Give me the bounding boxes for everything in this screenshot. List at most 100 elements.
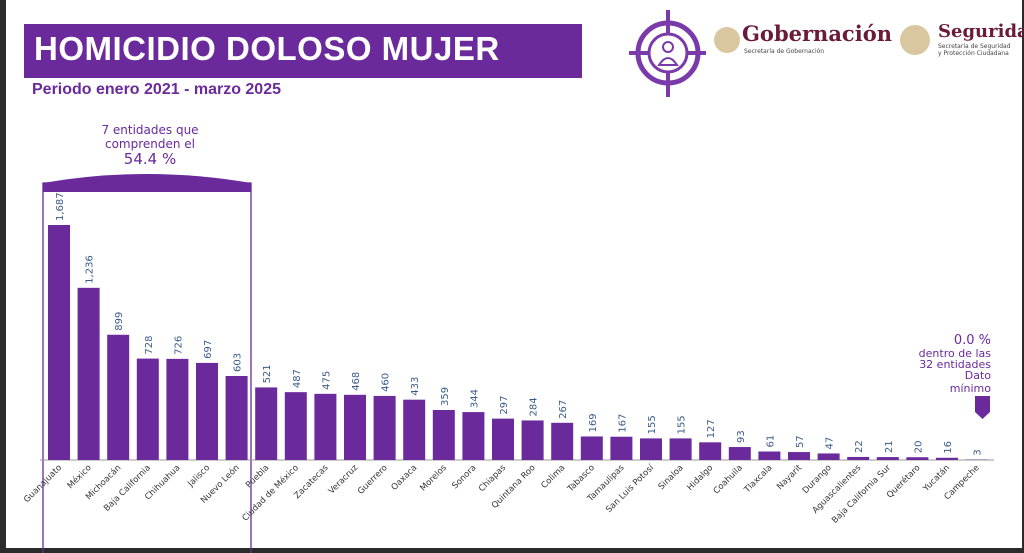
bar	[373, 395, 396, 460]
value-label: 460	[381, 373, 392, 392]
bar	[432, 409, 455, 460]
value-label: 433	[410, 377, 421, 396]
value-label: 16	[943, 441, 954, 454]
min-note-pct: 0.0 %	[953, 333, 991, 348]
bar	[314, 393, 337, 460]
bar	[758, 451, 781, 460]
min-note-line2: 32 entidades	[919, 358, 991, 371]
value-label: 61	[765, 435, 776, 448]
bar	[196, 362, 218, 460]
min-note: 0.0 % dentro de las 32 entidades Dato mí…	[896, 333, 991, 395]
category-label: Sonora	[450, 463, 478, 491]
period-subtitle: Periodo enero 2021 - marzo 2025	[32, 81, 281, 98]
bar	[403, 399, 426, 460]
value-label: 468	[351, 372, 362, 391]
category-label: Veracruz	[327, 463, 361, 497]
group-bracket-box	[42, 182, 252, 553]
seguridad-subtitle-1: Secretaría de Seguridad	[938, 43, 1011, 50]
bar	[551, 422, 574, 460]
page-title: HOMICIDIO DOLOSO MUJER	[24, 24, 582, 78]
category-label: Morelos	[418, 463, 449, 494]
category-label: Jalisco	[185, 463, 212, 490]
value-label: 726	[173, 336, 184, 355]
min-note-line4: mínimo	[949, 382, 991, 395]
bar	[640, 438, 662, 460]
seguridad-subtitle-2: y Protección Ciudadana	[938, 50, 1009, 57]
value-label: 20	[913, 440, 924, 453]
bar	[580, 436, 603, 460]
seal-icon	[900, 25, 930, 55]
bar	[284, 392, 307, 460]
category-label: Guerrero	[356, 463, 390, 497]
min-note-line1: dentro de las	[918, 347, 991, 360]
gobernacion-subtitle: Secretaría de Gobernación	[744, 48, 825, 55]
value-label: 487	[292, 369, 303, 388]
top-note-line1: 7 entidades que	[101, 123, 199, 137]
value-label: 1,687	[55, 192, 66, 221]
target-woman-icon	[629, 10, 706, 97]
value-label: 127	[706, 419, 717, 438]
value-label: 603	[233, 353, 244, 372]
bar	[107, 334, 130, 460]
bar	[166, 358, 189, 460]
bar	[492, 418, 514, 460]
category-label: Tlaxcala	[742, 463, 775, 496]
bar	[225, 376, 248, 460]
bar	[847, 456, 870, 460]
min-note-line3: Dato	[964, 369, 991, 382]
category-label: Coahuila	[712, 463, 745, 496]
value-label: 344	[469, 389, 480, 408]
bar	[936, 457, 958, 460]
category-label: Nayarit	[775, 463, 804, 492]
bar	[136, 358, 159, 460]
bar	[462, 412, 485, 460]
value-label: 521	[262, 364, 273, 383]
value-label: 697	[203, 340, 214, 359]
value-label: 475	[321, 371, 332, 390]
bar	[669, 438, 692, 460]
category-label: Baja California Sur	[830, 463, 893, 526]
bar	[48, 225, 70, 460]
value-label: 1,236	[85, 255, 96, 284]
value-label: 169	[588, 413, 599, 432]
min-marker-icon	[975, 396, 990, 419]
top-group-note: 7 entidades que comprenden el 54.4 %	[90, 123, 210, 167]
value-label: 359	[440, 387, 451, 406]
value-label: 3	[973, 449, 984, 455]
category-label: México	[65, 462, 94, 491]
value-label: 284	[529, 397, 540, 416]
value-label: 155	[647, 415, 658, 434]
category-label: Sinaloa	[657, 463, 686, 492]
bar	[610, 436, 633, 460]
bar	[817, 453, 840, 460]
category-label: Puebla	[244, 463, 271, 490]
bar	[521, 420, 544, 460]
value-label: 167	[617, 414, 628, 433]
category-label: Ciudad de México	[240, 462, 301, 523]
top-note-line2: comprenden el	[104, 137, 196, 151]
value-label: 155	[677, 415, 688, 434]
value-label: 297	[499, 396, 510, 415]
category-label: Colima	[539, 463, 567, 491]
value-label: 93	[736, 430, 747, 443]
value-label: 21	[884, 440, 895, 453]
category-label: Hidalgo	[685, 463, 715, 493]
value-label: 728	[144, 335, 155, 354]
category-label: Oaxaca	[390, 463, 420, 493]
gobernacion-logo: Gobernación	[742, 21, 892, 46]
value-label: 267	[558, 400, 569, 419]
seguridad-logo: Seguridad	[938, 21, 1024, 42]
value-label: 57	[795, 435, 806, 448]
bar	[788, 452, 810, 460]
bar	[77, 287, 100, 460]
bar	[344, 394, 366, 460]
bar	[728, 447, 751, 460]
bar	[876, 457, 899, 460]
value-label: 22	[854, 440, 865, 453]
logos: Gobernación Secretaría de Gobernación Se…	[626, 5, 1024, 100]
seal-icon	[714, 27, 740, 53]
value-label: 47	[825, 437, 836, 450]
bar	[255, 387, 278, 460]
bar	[906, 457, 929, 460]
